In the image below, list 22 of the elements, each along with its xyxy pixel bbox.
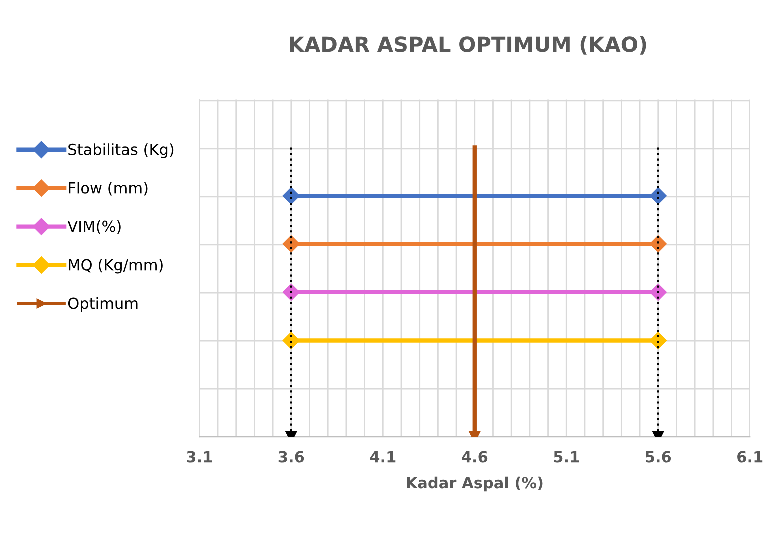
point: [282, 236, 300, 253]
point: [282, 284, 300, 301]
legend-label: Optimum: [68, 297, 138, 312]
x-tick-label: 4.6: [462, 451, 488, 463]
legend-label: MQ (Kg/mm): [69, 259, 163, 274]
x-tick-label: 4.1: [370, 451, 396, 463]
x-tick-label: 3.6: [278, 451, 304, 463]
x-axis-title: Kadar Aspal (%): [407, 476, 543, 492]
x-tick-label: 6.1: [738, 451, 763, 463]
legend-label: VIM(%): [68, 220, 121, 234]
point: [650, 284, 667, 301]
legend-label: Stabilitas (Kg): [68, 144, 174, 158]
point: [650, 188, 667, 205]
point: [282, 188, 300, 205]
legend-label: Flow (mm): [69, 182, 148, 196]
point: [650, 236, 667, 253]
chart-title: KADAR ASPAL OPTIMUM (KAO): [290, 36, 646, 55]
x-tick-label: 3.1: [187, 451, 212, 463]
x-tick-label: 5.1: [554, 451, 580, 463]
point: [650, 332, 667, 350]
point: [282, 332, 300, 350]
x-tick-label: 5.6: [646, 451, 672, 463]
